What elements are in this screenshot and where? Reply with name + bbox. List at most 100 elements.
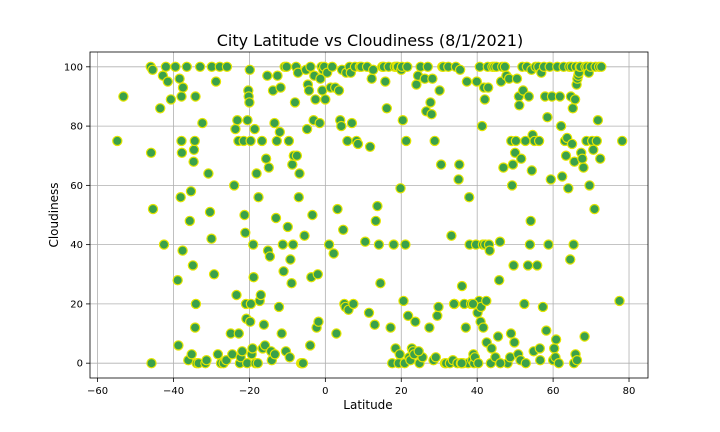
data-point (194, 61, 206, 73)
data-point (118, 91, 129, 102)
data-point (557, 171, 568, 182)
data-point (483, 82, 494, 93)
data-point (533, 135, 545, 147)
data-point (323, 239, 335, 250)
data-point (176, 91, 187, 102)
data-point (303, 85, 315, 96)
data-point (554, 91, 566, 102)
data-point (460, 322, 471, 333)
data-point (301, 123, 313, 135)
data-point (176, 147, 188, 158)
data-point (395, 183, 406, 194)
data-point (555, 120, 567, 132)
data-point (112, 135, 123, 147)
data-point (233, 328, 244, 339)
data-point (188, 144, 200, 155)
data-point (333, 85, 345, 96)
data-point (239, 209, 250, 221)
data-point (563, 183, 574, 194)
data-point (262, 70, 273, 81)
data-point (519, 298, 530, 310)
data-point (571, 355, 583, 366)
data-point (510, 135, 522, 147)
data-point (567, 103, 579, 114)
data-point (494, 275, 505, 286)
data-point (454, 64, 466, 76)
data-point (617, 135, 628, 147)
data-point (201, 355, 212, 366)
data-point (511, 73, 523, 84)
data-point (429, 135, 440, 147)
data-point (545, 174, 557, 185)
data-point (380, 76, 391, 87)
data-point (177, 82, 189, 93)
data-point (481, 295, 492, 307)
data-point (402, 61, 413, 73)
plot-frame (89, 51, 649, 379)
data-point (476, 120, 488, 132)
data-point (370, 215, 381, 227)
data-point (584, 180, 595, 191)
data-point (162, 76, 173, 87)
y-tick-label: 100 (64, 62, 83, 73)
data-point (566, 138, 578, 150)
data-point (249, 123, 260, 135)
data-point (448, 298, 460, 310)
y-tick-label: 60 (70, 181, 83, 192)
data-point (221, 61, 233, 73)
data-point (478, 322, 489, 333)
y-tick-label: 80 (70, 122, 83, 133)
data-point (522, 260, 534, 271)
data-point (425, 97, 436, 108)
data-point (177, 245, 188, 256)
data-point (320, 94, 331, 105)
data-point (197, 117, 208, 129)
data-point (499, 61, 511, 73)
data-point (430, 352, 441, 363)
data-point (411, 79, 422, 90)
data-point (242, 114, 253, 126)
data-point (281, 61, 292, 73)
data-point (373, 239, 385, 250)
data-point (278, 266, 289, 277)
data-point (270, 212, 282, 224)
data-point (402, 310, 414, 321)
data-point (534, 343, 546, 354)
data-point (413, 346, 424, 357)
data-point (526, 165, 538, 176)
data-point (424, 322, 435, 333)
data-point (467, 298, 479, 310)
data-point (328, 248, 339, 259)
data-point (456, 358, 467, 369)
data-point (170, 61, 181, 73)
data-point (509, 337, 520, 348)
data-point (282, 221, 293, 233)
data-point (509, 147, 521, 158)
data-point (524, 239, 536, 250)
data-point (294, 168, 305, 179)
x-tick-label: −60 (87, 386, 108, 397)
data-point (432, 310, 443, 321)
data-point (187, 260, 199, 271)
data-point (297, 358, 309, 369)
data-point (263, 162, 274, 173)
data-point (210, 76, 222, 87)
data-point (507, 159, 519, 170)
data-point (273, 301, 285, 313)
data-point (553, 358, 565, 369)
data-point (422, 61, 433, 73)
data-point (312, 269, 323, 280)
data-point (327, 61, 338, 73)
data-point (541, 325, 552, 336)
data-point (264, 251, 276, 262)
data-point (299, 230, 310, 241)
data-point (464, 191, 475, 203)
data-point (190, 91, 201, 102)
data-point (397, 114, 408, 126)
x-axis-label: Latitude (343, 398, 392, 412)
data-point (550, 334, 562, 345)
data-point (336, 120, 347, 132)
data-point (230, 123, 241, 135)
data-point (388, 239, 399, 250)
data-point (228, 180, 240, 191)
